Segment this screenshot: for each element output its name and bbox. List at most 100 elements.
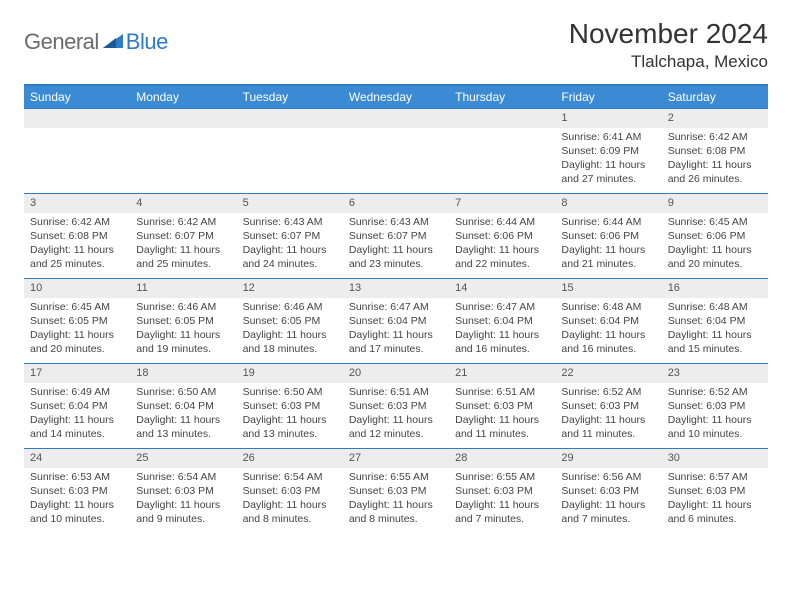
sunset-text: Sunset: 6:03 PM bbox=[668, 399, 762, 413]
daylight-text: Daylight: 11 hours and 20 minutes. bbox=[668, 243, 762, 271]
sunrise-text: Sunrise: 6:44 AM bbox=[455, 215, 549, 229]
day-cell: 11Sunrise: 6:46 AMSunset: 6:05 PMDayligh… bbox=[130, 279, 236, 363]
day-cell: 7Sunrise: 6:44 AMSunset: 6:06 PMDaylight… bbox=[449, 194, 555, 278]
sunrise-text: Sunrise: 6:47 AM bbox=[455, 300, 549, 314]
day-number: 23 bbox=[662, 364, 768, 383]
sunset-text: Sunset: 6:08 PM bbox=[668, 144, 762, 158]
sunset-text: Sunset: 6:07 PM bbox=[349, 229, 443, 243]
day-number: 21 bbox=[449, 364, 555, 383]
week-row: 17Sunrise: 6:49 AMSunset: 6:04 PMDayligh… bbox=[24, 363, 768, 448]
week-row: 1Sunrise: 6:41 AMSunset: 6:09 PMDaylight… bbox=[24, 108, 768, 193]
sunset-text: Sunset: 6:08 PM bbox=[30, 229, 124, 243]
day-number: 27 bbox=[343, 449, 449, 468]
day-body: Sunrise: 6:46 AMSunset: 6:05 PMDaylight:… bbox=[130, 298, 236, 361]
sunset-text: Sunset: 6:05 PM bbox=[30, 314, 124, 328]
sunrise-text: Sunrise: 6:52 AM bbox=[668, 385, 762, 399]
daylight-text: Daylight: 11 hours and 6 minutes. bbox=[668, 498, 762, 526]
daylight-text: Daylight: 11 hours and 23 minutes. bbox=[349, 243, 443, 271]
day-number: 20 bbox=[343, 364, 449, 383]
sunrise-text: Sunrise: 6:48 AM bbox=[668, 300, 762, 314]
sunset-text: Sunset: 6:04 PM bbox=[30, 399, 124, 413]
daylight-text: Daylight: 11 hours and 16 minutes. bbox=[561, 328, 655, 356]
sunrise-text: Sunrise: 6:57 AM bbox=[668, 470, 762, 484]
day-cell: 4Sunrise: 6:42 AMSunset: 6:07 PMDaylight… bbox=[130, 194, 236, 278]
sunrise-text: Sunrise: 6:45 AM bbox=[668, 215, 762, 229]
day-body: Sunrise: 6:56 AMSunset: 6:03 PMDaylight:… bbox=[555, 468, 661, 531]
logo: General Blue bbox=[24, 29, 168, 55]
day-cell: 26Sunrise: 6:54 AMSunset: 6:03 PMDayligh… bbox=[237, 449, 343, 533]
daylight-text: Daylight: 11 hours and 8 minutes. bbox=[349, 498, 443, 526]
day-body: Sunrise: 6:45 AMSunset: 6:05 PMDaylight:… bbox=[24, 298, 130, 361]
day-number: 17 bbox=[24, 364, 130, 383]
day-cell bbox=[237, 109, 343, 193]
sunset-text: Sunset: 6:03 PM bbox=[668, 484, 762, 498]
header: General Blue November 2024 Tlalchapa, Me… bbox=[24, 18, 768, 72]
day-body: Sunrise: 6:57 AMSunset: 6:03 PMDaylight:… bbox=[662, 468, 768, 531]
daylight-text: Daylight: 11 hours and 25 minutes. bbox=[30, 243, 124, 271]
sunrise-text: Sunrise: 6:46 AM bbox=[243, 300, 337, 314]
weekday-header: Monday bbox=[130, 86, 236, 108]
week-row: 24Sunrise: 6:53 AMSunset: 6:03 PMDayligh… bbox=[24, 448, 768, 533]
day-body: Sunrise: 6:41 AMSunset: 6:09 PMDaylight:… bbox=[555, 128, 661, 191]
day-cell bbox=[24, 109, 130, 193]
day-number-empty bbox=[130, 109, 236, 128]
daylight-text: Daylight: 11 hours and 9 minutes. bbox=[136, 498, 230, 526]
sunset-text: Sunset: 6:04 PM bbox=[136, 399, 230, 413]
day-cell bbox=[130, 109, 236, 193]
day-number: 6 bbox=[343, 194, 449, 213]
sunrise-text: Sunrise: 6:55 AM bbox=[349, 470, 443, 484]
day-body: Sunrise: 6:52 AMSunset: 6:03 PMDaylight:… bbox=[662, 383, 768, 446]
sunset-text: Sunset: 6:03 PM bbox=[455, 399, 549, 413]
weekday-header: Friday bbox=[555, 86, 661, 108]
daylight-text: Daylight: 11 hours and 8 minutes. bbox=[243, 498, 337, 526]
day-body: Sunrise: 6:55 AMSunset: 6:03 PMDaylight:… bbox=[343, 468, 449, 531]
day-body: Sunrise: 6:51 AMSunset: 6:03 PMDaylight:… bbox=[449, 383, 555, 446]
day-body: Sunrise: 6:46 AMSunset: 6:05 PMDaylight:… bbox=[237, 298, 343, 361]
day-cell: 10Sunrise: 6:45 AMSunset: 6:05 PMDayligh… bbox=[24, 279, 130, 363]
week-row: 3Sunrise: 6:42 AMSunset: 6:08 PMDaylight… bbox=[24, 193, 768, 278]
day-cell: 15Sunrise: 6:48 AMSunset: 6:04 PMDayligh… bbox=[555, 279, 661, 363]
day-body: Sunrise: 6:55 AMSunset: 6:03 PMDaylight:… bbox=[449, 468, 555, 531]
day-body: Sunrise: 6:50 AMSunset: 6:04 PMDaylight:… bbox=[130, 383, 236, 446]
day-cell: 2Sunrise: 6:42 AMSunset: 6:08 PMDaylight… bbox=[662, 109, 768, 193]
daylight-text: Daylight: 11 hours and 21 minutes. bbox=[561, 243, 655, 271]
day-cell: 21Sunrise: 6:51 AMSunset: 6:03 PMDayligh… bbox=[449, 364, 555, 448]
logo-text-blue: Blue bbox=[126, 29, 168, 55]
day-cell: 29Sunrise: 6:56 AMSunset: 6:03 PMDayligh… bbox=[555, 449, 661, 533]
sunset-text: Sunset: 6:04 PM bbox=[349, 314, 443, 328]
sunset-text: Sunset: 6:06 PM bbox=[668, 229, 762, 243]
day-cell: 17Sunrise: 6:49 AMSunset: 6:04 PMDayligh… bbox=[24, 364, 130, 448]
sunrise-text: Sunrise: 6:56 AM bbox=[561, 470, 655, 484]
day-number: 11 bbox=[130, 279, 236, 298]
day-cell: 27Sunrise: 6:55 AMSunset: 6:03 PMDayligh… bbox=[343, 449, 449, 533]
weekday-header: Sunday bbox=[24, 86, 130, 108]
day-number: 7 bbox=[449, 194, 555, 213]
day-cell: 30Sunrise: 6:57 AMSunset: 6:03 PMDayligh… bbox=[662, 449, 768, 533]
day-body: Sunrise: 6:48 AMSunset: 6:04 PMDaylight:… bbox=[662, 298, 768, 361]
sunrise-text: Sunrise: 6:43 AM bbox=[243, 215, 337, 229]
daylight-text: Daylight: 11 hours and 14 minutes. bbox=[30, 413, 124, 441]
location: Tlalchapa, Mexico bbox=[569, 52, 768, 72]
daylight-text: Daylight: 11 hours and 10 minutes. bbox=[30, 498, 124, 526]
day-number: 22 bbox=[555, 364, 661, 383]
day-body: Sunrise: 6:42 AMSunset: 6:08 PMDaylight:… bbox=[24, 213, 130, 276]
day-cell: 13Sunrise: 6:47 AMSunset: 6:04 PMDayligh… bbox=[343, 279, 449, 363]
sunset-text: Sunset: 6:03 PM bbox=[30, 484, 124, 498]
day-number-empty bbox=[449, 109, 555, 128]
day-body: Sunrise: 6:50 AMSunset: 6:03 PMDaylight:… bbox=[237, 383, 343, 446]
sunrise-text: Sunrise: 6:45 AM bbox=[30, 300, 124, 314]
day-body: Sunrise: 6:54 AMSunset: 6:03 PMDaylight:… bbox=[130, 468, 236, 531]
sunset-text: Sunset: 6:07 PM bbox=[243, 229, 337, 243]
day-number-empty bbox=[24, 109, 130, 128]
day-body: Sunrise: 6:43 AMSunset: 6:07 PMDaylight:… bbox=[343, 213, 449, 276]
daylight-text: Daylight: 11 hours and 24 minutes. bbox=[243, 243, 337, 271]
daylight-text: Daylight: 11 hours and 19 minutes. bbox=[136, 328, 230, 356]
daylight-text: Daylight: 11 hours and 13 minutes. bbox=[243, 413, 337, 441]
logo-text-general: General bbox=[24, 29, 99, 55]
day-number: 14 bbox=[449, 279, 555, 298]
month-title: November 2024 bbox=[569, 18, 768, 50]
day-cell: 25Sunrise: 6:54 AMSunset: 6:03 PMDayligh… bbox=[130, 449, 236, 533]
sunset-text: Sunset: 6:07 PM bbox=[136, 229, 230, 243]
day-number-empty bbox=[343, 109, 449, 128]
day-number-empty bbox=[237, 109, 343, 128]
